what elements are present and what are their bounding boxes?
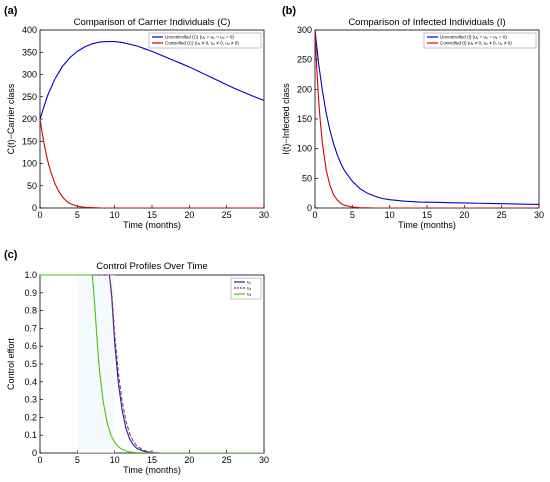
y-tick-label: 250 [297,55,312,65]
x-tick-label: 20 [459,210,469,220]
chart-title: Comparison of Carrier Individuals (C) [74,17,231,28]
x-tick-label: 25 [222,210,232,220]
series-line-2 [315,29,539,208]
x-tick-label: 0 [312,210,317,220]
x-tick-label: 10 [110,455,120,465]
y-tick-label: 1.0 [24,270,37,280]
legend-label-1: Uncontrolled (I) (u₁ = u₂ = u₃ = 0) [440,35,507,40]
legend-label-3: u₃ [247,292,252,297]
legend-box [423,32,537,49]
y-tick-label: 0.8 [24,306,37,316]
series-line-3 [40,274,264,453]
series-line-2 [40,118,264,208]
plot-frame [314,29,540,209]
series-line-2 [40,274,264,453]
y-tick-label: 0.6 [24,341,37,351]
x-axis-label: Time (months) [123,465,181,475]
y-tick-label: 0.9 [24,288,37,298]
x-tick-label: 0 [37,210,42,220]
y-tick-label: 100 [22,159,37,169]
y-axis-label: Control effort [6,338,16,390]
legend-box [148,32,262,49]
plot-frame [39,274,265,454]
y-tick-label: 250 [22,92,37,102]
y-tick-label: 50 [27,181,37,191]
y-tick-label: 150 [297,114,312,124]
legend-label-2: Controlled (I) (u₁ ≠ 0, u₂ ≠ 0, u₃ ≠ 0) [440,41,512,46]
x-tick-label: 15 [422,210,432,220]
y-tick-label: 50 [302,173,312,183]
y-tick-label: 0.4 [24,377,37,387]
y-tick-label: 0 [307,203,312,213]
y-tick-label: 0.2 [24,412,37,422]
panel-2: (b) Comparison of Infected Individuals (I… [281,5,544,230]
shaded-band [77,275,115,453]
panel-letter: (c) [4,249,18,261]
y-tick-label: 350 [22,47,37,57]
x-tick-label: 30 [534,210,544,220]
chart-title: Comparison of Infected Individuals (I) [348,17,505,28]
panel-1: (a) Comparison of Carrier Individuals (C)… [4,5,269,230]
x-tick-label: 30 [259,455,269,465]
y-tick-label: 200 [22,114,37,124]
x-tick-label: 25 [222,455,232,465]
legend-label-1: u₁ [247,280,252,285]
y-tick-label: 200 [297,84,312,94]
series-line-1 [315,29,539,205]
y-tick-label: 100 [297,144,312,154]
legend-label-2: u₂ [247,286,252,291]
x-tick-label: 10 [385,210,395,220]
panel-3: (c) Control Profiles Over Time 0 5 10 15 20 25 3… [4,249,269,475]
x-axis-label: Time (months) [123,220,181,230]
y-tick-label: 0.7 [24,323,37,333]
y-tick-label: 150 [22,136,37,146]
x-tick-label: 15 [147,455,157,465]
chart-title: Control Profiles Over Time [96,261,207,272]
y-axis-label: I(t)−Infected class [281,83,291,155]
legend-label-2: Controlled (C) (u₁ ≠ 0, u₂ ≠ 0, u₃ ≠ 0) [165,41,239,46]
plot-frame [39,29,265,209]
x-tick-label: 20 [184,455,194,465]
y-tick-label: 0.5 [24,359,37,369]
x-tick-label: 5 [75,455,80,465]
x-tick-label: 0 [37,455,42,465]
legend: Uncontrolled (I) (u₁ = u₂ = u₃ = 0)Contr… [423,32,537,49]
y-tick-label: 300 [297,25,312,35]
panel-letter: (b) [282,5,296,17]
panel-letter: (a) [4,5,18,17]
x-tick-label: 5 [350,210,355,220]
x-tick-label: 5 [75,210,80,220]
y-tick-label: 300 [22,70,37,80]
y-tick-label: 0.1 [24,430,37,440]
series-line-1 [40,274,264,453]
x-tick-label: 10 [110,210,120,220]
x-tick-label: 25 [497,210,507,220]
y-axis-label: C(t)−Carrier class [6,83,16,154]
x-tick-label: 15 [147,210,157,220]
x-tick-label: 30 [259,210,269,220]
y-tick-label: 0 [32,448,37,458]
series-line-1 [40,41,264,120]
y-tick-label: 0.3 [24,395,37,405]
x-tick-label: 20 [184,210,194,220]
y-tick-label: 400 [22,25,37,35]
y-tick-label: 0 [32,203,37,213]
legend: Uncontrolled (C) (u₁ = u₂ = u₃ = 0)Contr… [148,32,262,49]
x-axis-label: Time (months) [398,220,456,230]
legend-label-1: Uncontrolled (C) (u₁ = u₂ = u₃ = 0) [165,35,234,40]
